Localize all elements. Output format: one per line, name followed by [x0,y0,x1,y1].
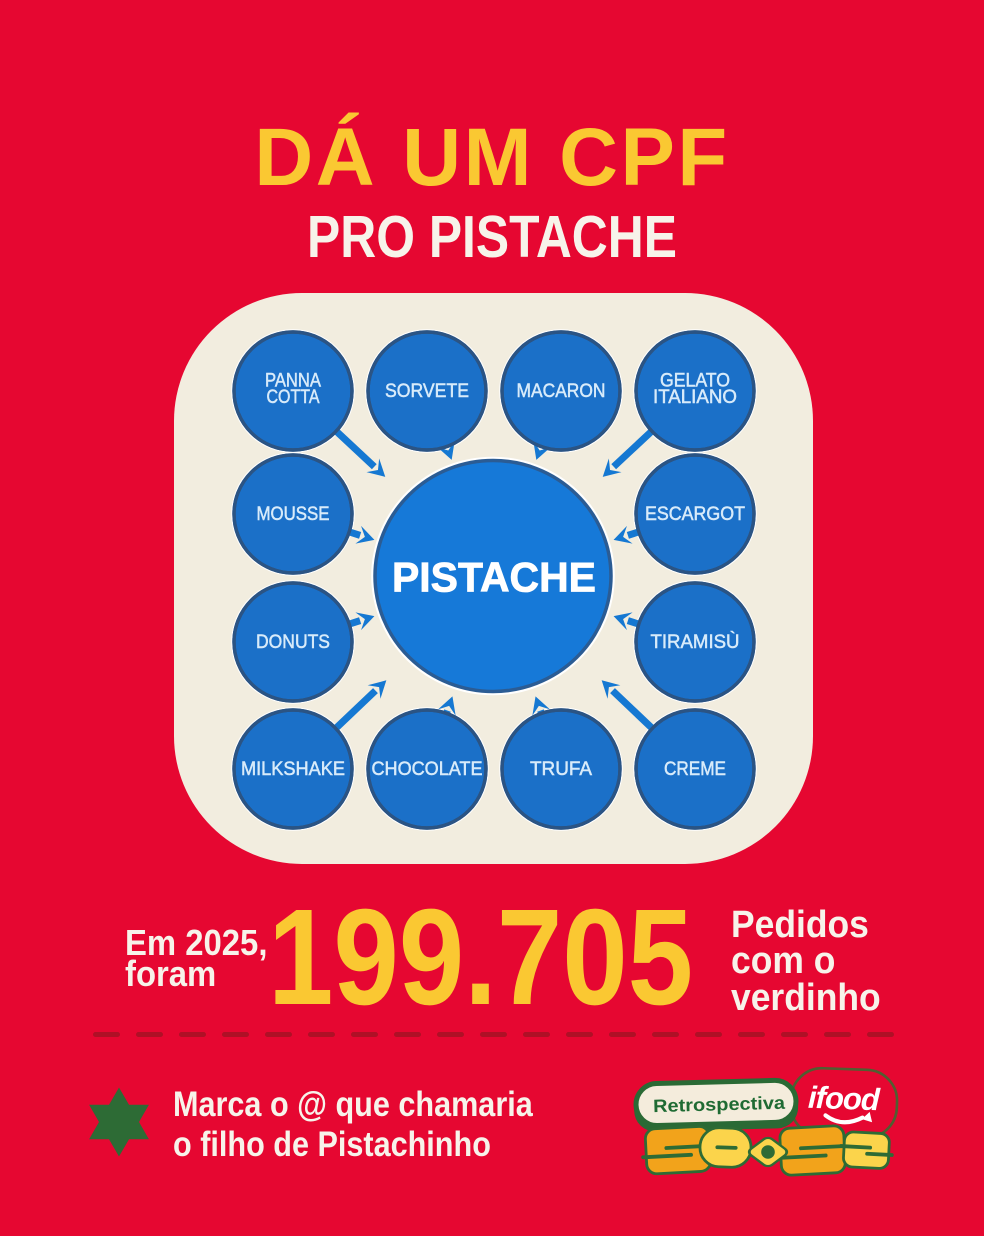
svg-text:MOUSSE: MOUSSE [257,504,330,525]
svg-text:PISTACHE: PISTACHE [392,554,596,601]
svg-text:COTTA: COTTA [267,387,320,408]
svg-text:TRUFA: TRUFA [530,759,592,780]
svg-text:ITALIANO: ITALIANO [653,387,737,408]
svg-text:CHOCOLATE: CHOCOLATE [372,759,483,780]
svg-text:CREME: CREME [664,759,726,780]
svg-text:TIRAMISÙ: TIRAMISÙ [651,630,740,653]
svg-text:Retrospectiva: Retrospectiva [653,1093,787,1116]
svg-text:MILKSHAKE: MILKSHAKE [241,759,345,780]
svg-text:MACARON: MACARON [517,381,606,402]
svg-text:SORVETE: SORVETE [385,381,469,402]
svg-text:GELATO: GELATO [660,371,730,392]
svg-text:DONUTS: DONUTS [256,632,330,653]
svg-text:PANNA: PANNA [265,371,321,392]
svg-text:ifood: ifood [808,1080,882,1118]
svg-text:ESCARGOT: ESCARGOT [645,504,745,525]
